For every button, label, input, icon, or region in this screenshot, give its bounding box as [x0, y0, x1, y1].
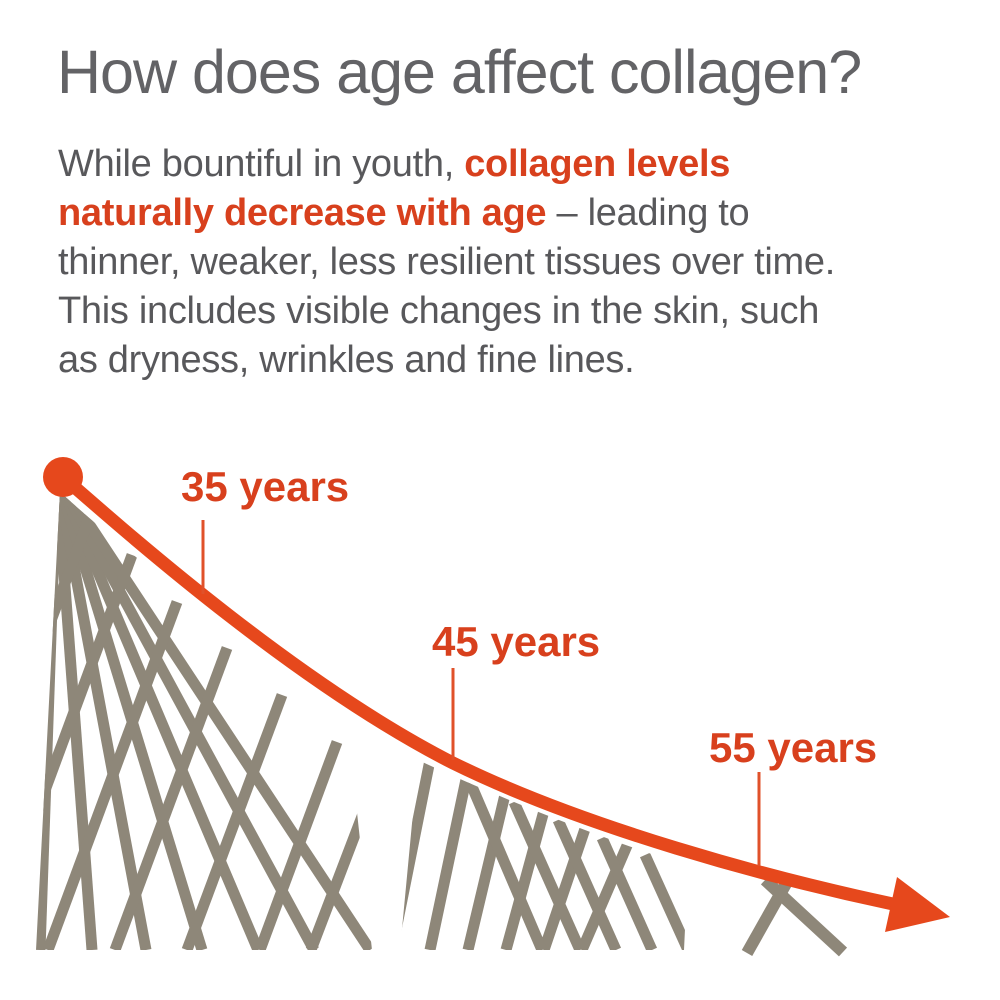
- intro-line: This includes visible changes in the ski…: [58, 287, 958, 336]
- collagen-decline-diagram: 35 years 45 years 55 years: [36, 457, 950, 957]
- page-title: How does age affect collagen?: [57, 38, 862, 106]
- intro-line: thinner, weaker, less resilient tissues …: [58, 238, 958, 287]
- intro-text: While bountiful in youth,: [58, 143, 465, 185]
- intro-line: as dryness, wrinkles and fine lines.: [58, 336, 958, 385]
- intro-line: While bountiful in youth, collagen level…: [58, 140, 958, 189]
- intro-emphasis-text: naturally decrease with age: [58, 192, 547, 234]
- age-label-45: 45 years: [432, 618, 600, 665]
- intro-emphasis-text: collagen levels: [464, 143, 731, 185]
- collagen-mesh-dense: [36, 492, 372, 950]
- intro-text: This includes visible changes in the ski…: [58, 290, 820, 332]
- intro-line: naturally decrease with age – leading to: [58, 189, 958, 238]
- collagen-mesh-medium: [400, 760, 688, 950]
- intro-text: as dryness, wrinkles and fine lines.: [58, 339, 635, 381]
- age-label-55: 55 years: [709, 724, 877, 771]
- curve-start-dot: [43, 457, 83, 497]
- intro-paragraph: While bountiful in youth, collagen level…: [58, 140, 958, 385]
- curve-arrowhead-icon: [885, 877, 950, 932]
- intro-text: thinner, weaker, less resilient tissues …: [58, 241, 836, 283]
- age-label-35: 35 years: [181, 463, 349, 510]
- decline-curve: [58, 472, 895, 911]
- collagen-mesh-sparse: [741, 875, 848, 957]
- intro-text: – leading to: [546, 192, 750, 234]
